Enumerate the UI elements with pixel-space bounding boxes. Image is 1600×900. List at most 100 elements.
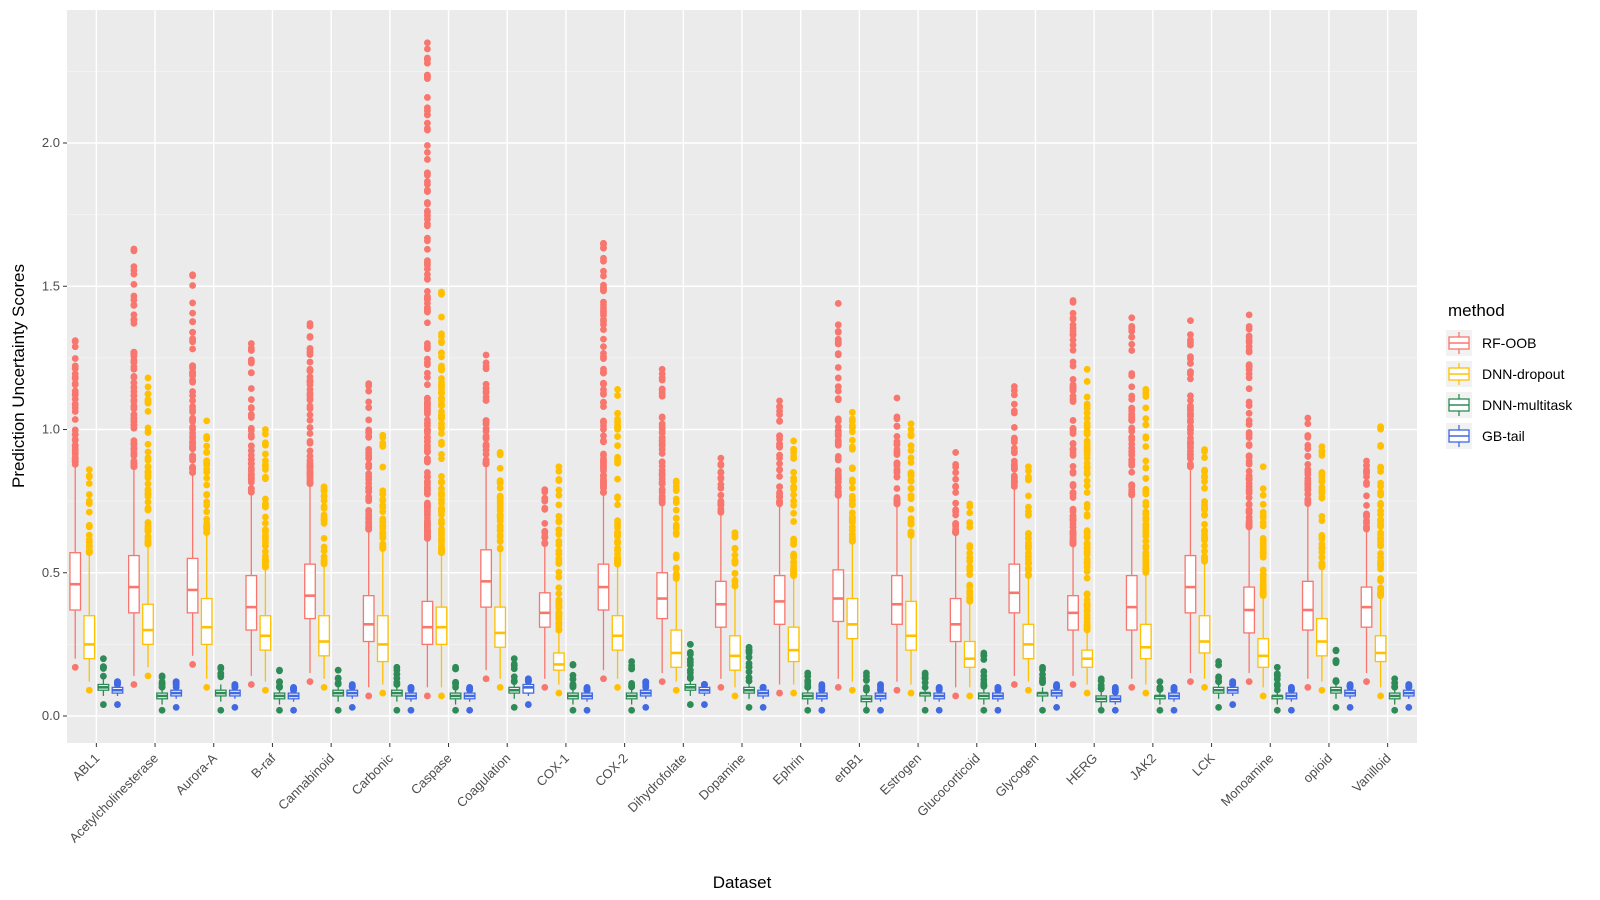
outlier-point [1304,683,1312,691]
outlier-point [614,392,621,399]
outlier-point [423,426,431,434]
outlier-point [1273,672,1281,680]
outlier-point [203,522,211,529]
outlier-point [247,346,255,354]
box [1184,554,1197,614]
outlier-point [1304,477,1312,485]
outlier-point [672,498,680,506]
outlier-point [776,397,783,405]
outlier-point [261,513,269,521]
box [200,597,213,646]
box [494,606,507,648]
outlier-point [1083,504,1091,512]
outlier-point [1259,540,1267,548]
outlier-point [745,677,753,685]
outlier-point [130,446,138,454]
outlier-point [717,497,725,505]
outlier-point [1318,471,1326,479]
outlier-point [614,409,621,417]
x-tick-label: COX-2 [592,751,631,790]
outlier-point [893,466,901,474]
outlier-point [1245,441,1253,448]
outlier-point [658,458,666,466]
outlier-point [306,456,314,464]
outlier-point [203,474,211,482]
outlier-point [1083,482,1091,490]
outlier-point [1304,452,1312,460]
outlier-point [1128,340,1136,348]
outlier-point [1142,567,1150,574]
outlier-point [731,551,739,559]
outlier-point [1187,396,1194,404]
outlier-point [1069,336,1077,344]
outlier-point [614,501,621,509]
outlier-point [130,316,138,324]
box [949,597,962,643]
outlier-point [423,520,431,527]
outlier-point [189,456,197,464]
box [1374,635,1387,663]
outlier-point [1083,557,1091,565]
outlier-point [276,678,283,686]
outlier-point [1142,532,1150,540]
outlier-point [776,403,783,410]
outlier-point [893,394,901,402]
outlier-point [130,452,138,460]
outlier-point [393,663,401,671]
outlier-point [261,526,269,534]
outlier-point [144,490,152,498]
outlier-point [247,475,255,482]
outlier-point [1259,581,1267,589]
outlier-point [438,472,445,480]
outlier-point [1245,454,1253,461]
outlier-point [1187,439,1194,447]
y-tick-label: 2.0 [42,135,60,150]
outlier-point [496,499,504,506]
outlier-point [423,455,431,463]
outlier-point [423,126,431,134]
series-dnn-multitask [97,640,1401,714]
outlier-point [672,506,680,514]
outlier-point [1025,565,1032,573]
outlier-point [1128,451,1136,459]
outlier-point [438,349,445,357]
box [846,597,859,640]
outlier-point [320,519,328,527]
outlier-point [261,503,269,511]
outlier-point [1245,474,1253,482]
outlier-point [790,455,798,462]
outlier-point [276,706,283,714]
outlier-point [365,525,373,533]
outlier-point [1069,428,1077,436]
outlier-point [203,442,211,450]
outlier-point [1025,511,1032,519]
outlier-point [614,493,621,501]
outlier-point [189,464,197,472]
y-tick-label: 1.5 [42,278,60,293]
outlier-point [658,487,666,495]
outlier-point [1304,434,1312,441]
outlier-point [365,387,373,395]
outlier-point [935,683,943,691]
outlier-point [423,111,431,118]
outlier-point [658,446,666,454]
outlier-point [320,515,328,522]
outlier-point [423,340,431,347]
outlier-point [907,432,915,440]
outlier-point [144,407,152,415]
outlier-point [877,681,884,688]
outlier-point [144,519,152,527]
outlier-point [1069,331,1077,339]
outlier-point [672,521,680,529]
outlier-point [600,368,607,376]
outlier-point [1025,686,1032,694]
outlier-point [642,704,650,711]
outlier-point [496,683,504,691]
outlier-point [334,706,342,714]
outlier-point [600,335,607,343]
outlier-point [776,689,783,697]
outlier-point [1128,370,1136,377]
outlier-point [130,396,138,404]
outlier-point [85,466,93,474]
outlier-point [438,396,445,404]
